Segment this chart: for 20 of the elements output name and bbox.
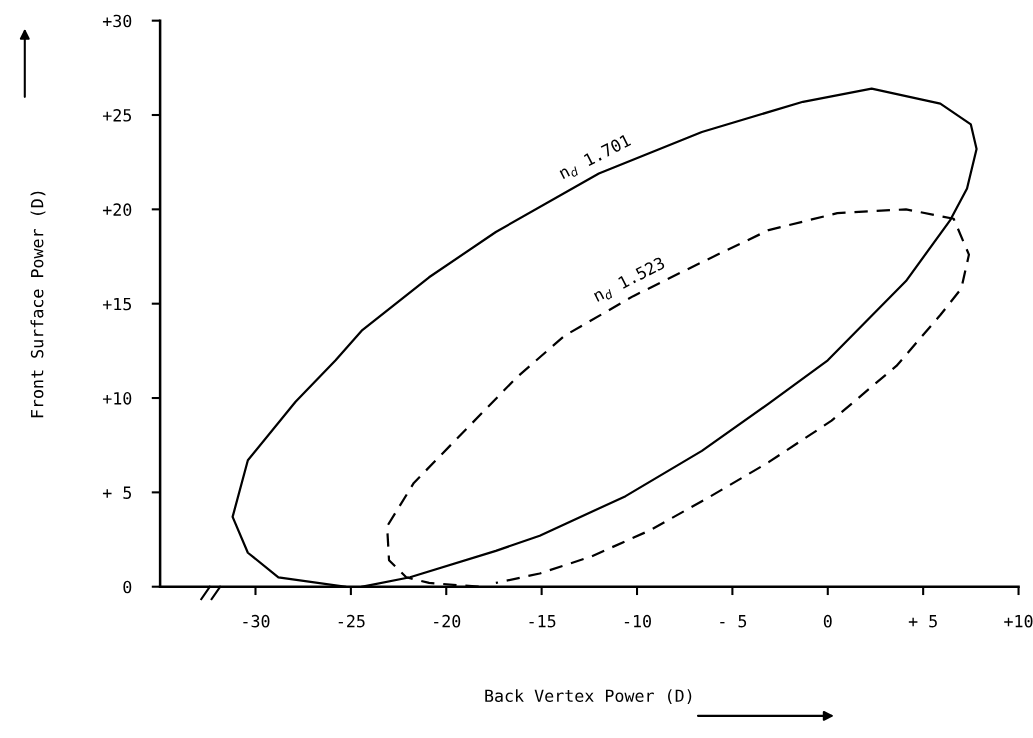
y-tick-label: + 5 <box>102 486 131 499</box>
x-axis-title: Back Vertex Power (D) <box>485 689 692 704</box>
y-tick-label: +25 <box>102 109 131 122</box>
text: n$_{d}$ 1.523 <box>592 256 667 305</box>
x-tick-label: +10 <box>1004 614 1033 628</box>
x-tick-label: - 5 <box>720 615 747 628</box>
x-tick-label: 0 <box>823 614 832 628</box>
x-tick-label: -10 <box>624 614 651 628</box>
x-tick-label: + 5 <box>908 615 937 628</box>
y-tick-label: 0 <box>123 580 132 594</box>
x-tick-label: -30 <box>243 614 270 628</box>
y-tick-label: +15 <box>102 297 131 311</box>
y-axis-title: Front Surface Power (D) <box>30 191 46 418</box>
x-tick-label: -20 <box>434 614 461 628</box>
y-tick-label: +10 <box>102 392 132 405</box>
x-tick-label: -15 <box>529 615 556 628</box>
y-tick-label: +30 <box>102 14 132 28</box>
text: n$_{d}$ 1.701 <box>558 133 633 182</box>
y-tick-label: +20 <box>102 203 132 216</box>
x-tick-label: -25 <box>338 614 365 628</box>
